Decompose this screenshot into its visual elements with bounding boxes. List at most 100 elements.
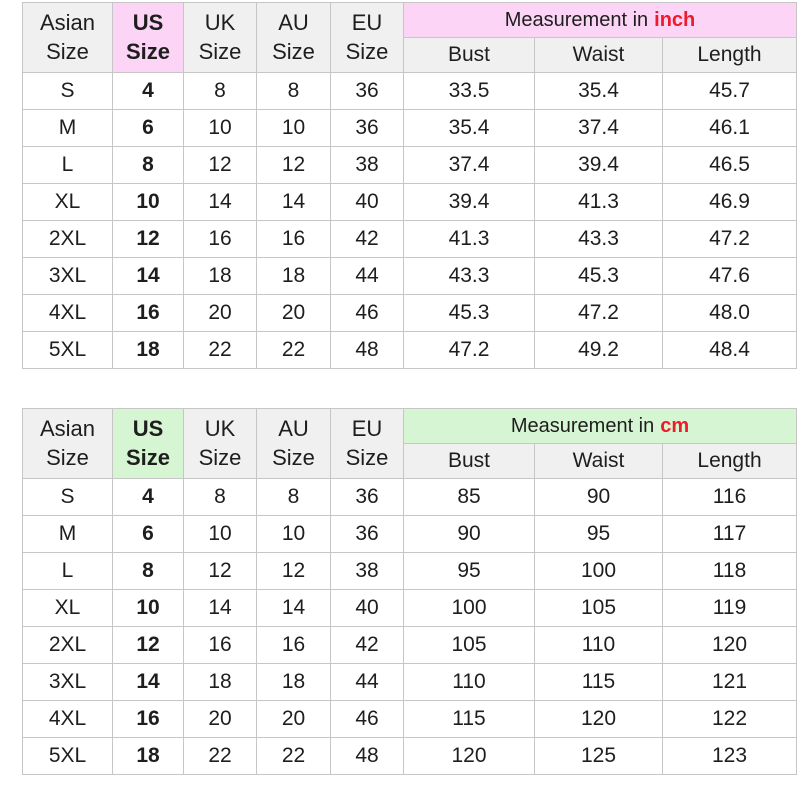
cell-uk-size: 16 <box>183 626 257 664</box>
cell-eu-size: 38 <box>330 146 404 184</box>
cell-length: 48.4 <box>662 331 797 369</box>
table-row: L 8 12 12 38 95 100 118 <box>22 552 798 590</box>
cell-us-size: 14 <box>112 663 184 701</box>
cell-asian-size: XL <box>22 183 113 221</box>
cell-uk-size: 20 <box>183 294 257 332</box>
table-row: XL 10 14 14 40 39.4 41.3 46.9 <box>22 183 797 221</box>
col-header-uk-size: UK Size <box>183 408 257 479</box>
cell-asian-size: L <box>22 552 113 590</box>
cell-au-size: 18 <box>256 663 331 701</box>
cell-us-size: 4 <box>112 478 184 516</box>
cell-uk-size: 14 <box>183 589 257 627</box>
cell-length: 46.1 <box>662 109 797 147</box>
cell-au-size: 22 <box>256 331 331 369</box>
cell-uk-size: 14 <box>183 183 257 221</box>
cell-bust: 85 <box>403 478 535 516</box>
cell-waist: 100 <box>534 552 663 590</box>
cell-eu-size: 48 <box>330 737 404 775</box>
cell-us-size: 8 <box>112 552 184 590</box>
cell-us-size: 18 <box>112 737 184 775</box>
cell-eu-size: 40 <box>330 183 404 221</box>
cell-waist: 39.4 <box>534 146 663 184</box>
cell-au-size: 18 <box>256 257 331 295</box>
table-row: L 8 12 12 38 37.4 39.4 46.5 <box>22 146 797 184</box>
cell-us-size: 16 <box>112 294 184 332</box>
cell-eu-size: 36 <box>330 478 404 516</box>
col-header-waist: Waist <box>534 443 663 479</box>
cell-au-size: 20 <box>256 700 331 738</box>
col-header-length: Length <box>662 37 797 73</box>
cell-eu-size: 48 <box>330 331 404 369</box>
header-row-top: Asian Size US Size UK Size AU Size EU Si… <box>22 408 798 479</box>
cell-waist: 90 <box>534 478 663 516</box>
table-row: S 4 8 8 36 33.5 35.4 45.7 <box>22 72 797 110</box>
col-header-au-size: AU Size <box>256 2 331 73</box>
col-header-bust: Bust <box>403 37 535 73</box>
header-row-top: Asian Size US Size UK Size AU Size EU Si… <box>22 2 797 73</box>
cell-uk-size: 8 <box>183 478 257 516</box>
cell-us-size: 6 <box>112 109 184 147</box>
cell-asian-size: S <box>22 72 113 110</box>
cell-asian-size: 3XL <box>22 257 113 295</box>
cell-eu-size: 36 <box>330 72 404 110</box>
size-table-inch-body: S 4 8 8 36 33.5 35.4 45.7 M 6 10 10 36 35.4 37.4 46.1 L 8… <box>22 72 797 369</box>
cell-bust: 100 <box>403 589 535 627</box>
cell-length: 123 <box>661 737 798 775</box>
cell-eu-size: 42 <box>330 626 404 664</box>
cell-waist: 35.4 <box>534 72 663 110</box>
col-header-us-size: US Size <box>112 408 184 479</box>
cell-waist: 110 <box>534 626 663 664</box>
cell-bust: 43.3 <box>403 257 535 295</box>
col-header-eu-size: EU Size <box>330 408 404 479</box>
cell-bust: 41.3 <box>403 220 535 258</box>
table-row: 5XL 18 22 22 48 47.2 49.2 48.4 <box>22 331 797 369</box>
cell-uk-size: 16 <box>183 220 257 258</box>
cell-eu-size: 36 <box>330 515 404 553</box>
cell-asian-size: M <box>22 515 113 553</box>
cell-bust: 105 <box>403 626 535 664</box>
size-table-cm-body: S 4 8 8 36 85 90 116 M 6 10 10 36 90 95 117 L 8 12 12 38 95 10… <box>22 478 798 775</box>
cell-asian-size: XL <box>22 589 113 627</box>
cell-au-size: 8 <box>256 72 331 110</box>
cell-asian-size: L <box>22 146 113 184</box>
cell-asian-size: 2XL <box>22 626 113 664</box>
header-row-measures: Bust Waist Length <box>23 37 797 73</box>
cell-waist: 37.4 <box>534 109 663 147</box>
table-row: 3XL 14 18 18 44 43.3 45.3 47.6 <box>22 257 797 295</box>
col-header-asian-size: Asian Size <box>22 408 113 479</box>
cell-length: 47.6 <box>662 257 797 295</box>
cell-asian-size: 5XL <box>22 331 113 369</box>
cell-us-size: 18 <box>112 331 184 369</box>
cell-length: 118 <box>661 552 798 590</box>
table-row: S 4 8 8 36 85 90 116 <box>22 478 798 516</box>
col-header-length: Length <box>661 443 798 479</box>
cell-length: 47.2 <box>662 220 797 258</box>
cell-uk-size: 22 <box>183 737 257 775</box>
cell-bust: 45.3 <box>403 294 535 332</box>
table-row: 2XL 12 16 16 42 105 110 120 <box>22 626 798 664</box>
cell-bust: 95 <box>403 552 535 590</box>
cell-uk-size: 10 <box>183 515 257 553</box>
cell-uk-size: 22 <box>183 331 257 369</box>
cell-au-size: 14 <box>256 183 331 221</box>
cell-us-size: 16 <box>112 700 184 738</box>
measurement-title-inch: Measurement in inch <box>403 2 797 38</box>
cell-us-size: 12 <box>112 220 184 258</box>
cell-us-size: 4 <box>112 72 184 110</box>
header-row-measures: Bust Waist Length <box>23 443 798 479</box>
table-row: 3XL 14 18 18 44 110 115 121 <box>22 663 798 701</box>
table-row: 5XL 18 22 22 48 120 125 123 <box>22 737 798 775</box>
cell-uk-size: 18 <box>183 257 257 295</box>
cell-eu-size: 46 <box>330 294 404 332</box>
cell-waist: 95 <box>534 515 663 553</box>
cell-asian-size: S <box>22 478 113 516</box>
cell-length: 117 <box>661 515 798 553</box>
cell-uk-size: 18 <box>183 663 257 701</box>
cell-waist: 49.2 <box>534 331 663 369</box>
cell-length: 45.7 <box>662 72 797 110</box>
cell-eu-size: 46 <box>330 700 404 738</box>
table-row: 2XL 12 16 16 42 41.3 43.3 47.2 <box>22 220 797 258</box>
measurement-title-prefix: Measurement in <box>504 9 649 31</box>
cell-bust: 47.2 <box>403 331 535 369</box>
cell-length: 48.0 <box>662 294 797 332</box>
